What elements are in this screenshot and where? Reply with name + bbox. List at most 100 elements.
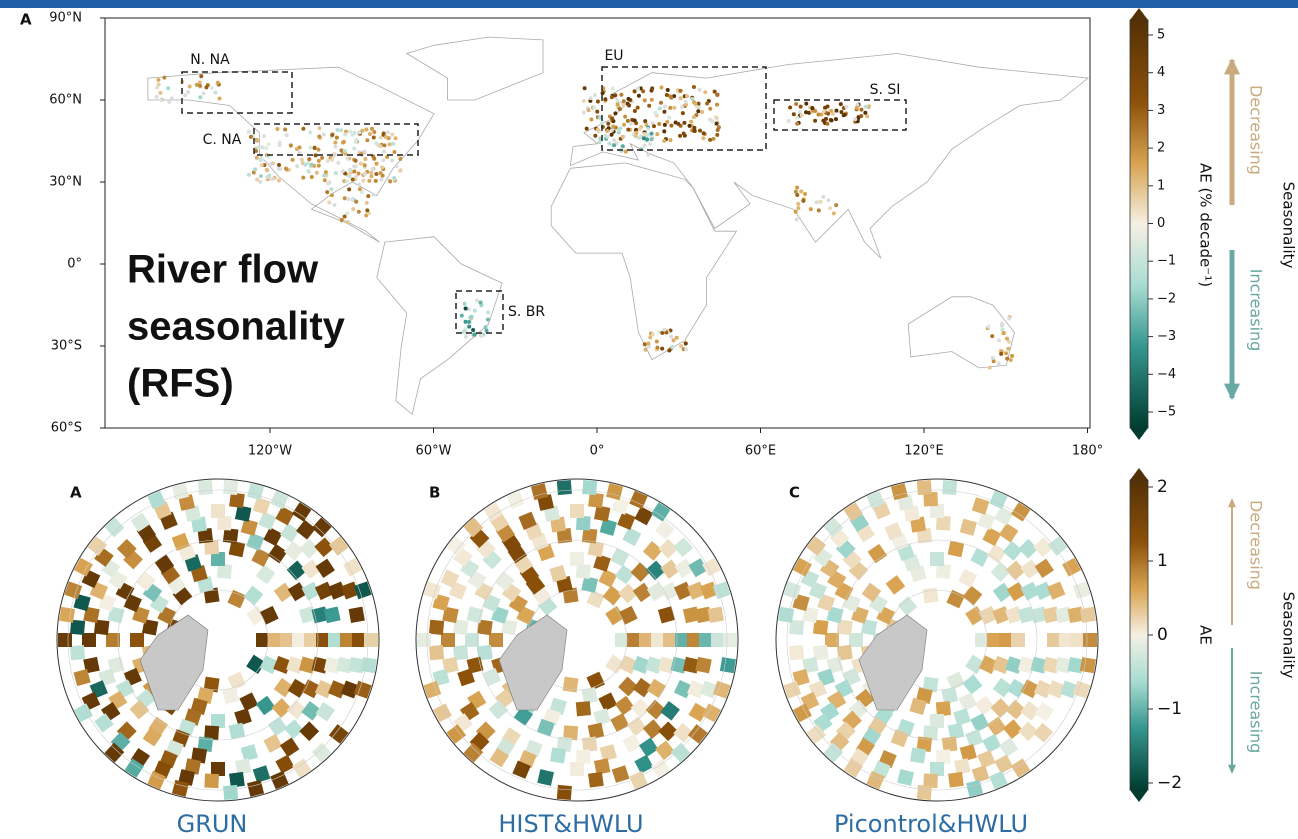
grid-cell [576, 749, 591, 764]
station-dot [991, 356, 995, 360]
station-dot [610, 95, 614, 99]
caption: GRUN [177, 810, 248, 838]
station-dot [388, 142, 392, 146]
station-dot [352, 147, 356, 151]
grid-cell [59, 607, 75, 623]
station-dot [658, 107, 662, 111]
station-dot [710, 119, 714, 123]
station-dot [788, 105, 792, 109]
down-label: Increasing [1247, 269, 1266, 352]
station-dot [685, 94, 689, 98]
station-dot [600, 121, 604, 125]
station-dot [259, 174, 263, 178]
station-dot [645, 137, 649, 141]
station-dot [655, 132, 659, 136]
station-dot [583, 86, 587, 90]
region-label: N. NA [190, 52, 230, 68]
grid-cell [211, 762, 225, 776]
grid-cell [849, 633, 863, 647]
station-dot [204, 85, 208, 89]
overlay-title: (RFS) [127, 362, 234, 406]
station-dot [157, 82, 161, 86]
grid-cell [1080, 657, 1096, 673]
lat-tick-label: 90°N [49, 11, 82, 26]
region-label: S. SI [870, 82, 901, 98]
colorbar-tick-label: 4 [1157, 65, 1165, 80]
panel-label: A [20, 11, 32, 29]
arrow-head [1228, 765, 1236, 774]
station-dot [467, 320, 471, 324]
station-dot [350, 198, 354, 202]
station-dot [366, 194, 370, 198]
station-dot [659, 101, 663, 105]
station-dot [470, 315, 474, 319]
station-dot [361, 179, 365, 183]
grid-cell [1083, 633, 1097, 647]
station-dot [475, 298, 479, 302]
station-dot [247, 130, 251, 134]
station-dot [824, 117, 828, 121]
station-dot [339, 128, 343, 132]
station-dot [271, 161, 275, 165]
station-dot [330, 133, 334, 137]
station-dot [839, 110, 843, 114]
station-dot [795, 122, 799, 126]
station-dot [267, 174, 271, 178]
station-dot [301, 176, 305, 180]
station-dot [652, 124, 656, 128]
station-dot [464, 320, 468, 324]
station-dot [343, 196, 347, 200]
station-dot [334, 171, 338, 175]
station-dot [308, 130, 312, 134]
grid-cell [711, 633, 725, 647]
station-dot [300, 158, 304, 162]
station-dot [310, 175, 314, 179]
station-dot [213, 91, 217, 95]
station-dot [692, 115, 696, 119]
station-dot [803, 192, 807, 196]
station-dot [467, 325, 471, 329]
station-dot [363, 157, 367, 161]
station-dot [333, 203, 337, 207]
lon-tick-label: 0° [590, 444, 605, 459]
station-dot [486, 310, 490, 314]
colorbar-end [1130, 428, 1148, 440]
station-dot [702, 131, 706, 135]
station-dot [249, 135, 253, 139]
station-dot [325, 190, 329, 194]
station-dot [655, 339, 659, 343]
station-dot [796, 202, 800, 206]
station-dot [821, 195, 825, 199]
lat-tick-label: 30°N [49, 175, 82, 190]
station-dot [715, 93, 719, 97]
station-dot [390, 132, 394, 136]
station-dot [166, 86, 170, 90]
station-dot [307, 157, 311, 161]
station-dot [365, 138, 369, 142]
grid-cell [930, 504, 944, 518]
station-dot [351, 207, 355, 211]
station-dot [795, 186, 799, 190]
station-dot [333, 141, 337, 145]
grid-cell [930, 552, 944, 566]
station-dot [622, 123, 626, 127]
grid-cell [58, 633, 72, 647]
station-dot [610, 128, 614, 132]
grid-cell [204, 774, 219, 789]
station-dot [317, 164, 321, 168]
station-dot [260, 157, 264, 161]
station-dot [618, 107, 622, 111]
grid-cell [930, 762, 944, 776]
lon-tick-label: 180° [1072, 444, 1103, 459]
station-dot [291, 158, 295, 162]
station-dot [612, 138, 616, 142]
station-dot [809, 207, 813, 211]
grid-cell [349, 607, 365, 623]
station-dot [668, 138, 672, 142]
grid-cell [324, 607, 341, 624]
station-dot [247, 173, 251, 177]
station-dot [398, 169, 402, 173]
polar-map [56, 478, 380, 802]
station-dot [202, 91, 206, 95]
station-dot [379, 136, 383, 140]
